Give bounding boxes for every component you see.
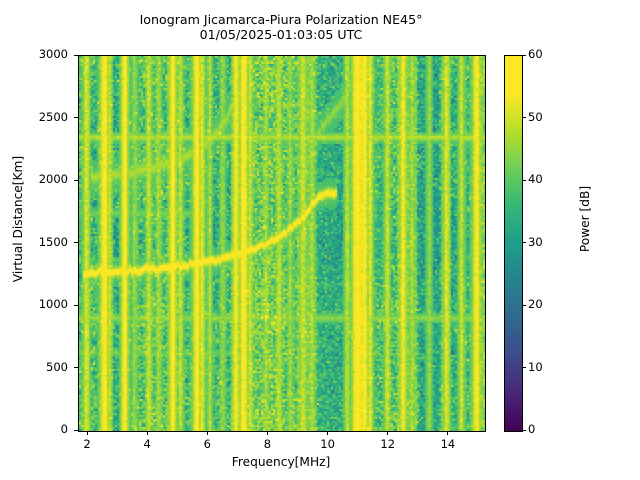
title-line-1: Ionogram Jicamarca-Piura Polarization NE…	[139, 12, 423, 27]
x-axis-tick	[447, 431, 449, 435]
colorbar-tick	[522, 429, 526, 431]
ionogram-plot-area	[78, 55, 486, 432]
colorbar-label: Power [dB]	[578, 185, 592, 253]
colorbar-tick-label: 20	[528, 297, 543, 311]
y-axis-tick-label: 2000	[38, 172, 68, 186]
colorbar-tick-label: 40	[528, 172, 543, 186]
x-axis-tick	[327, 431, 329, 435]
y-axis-tick	[74, 304, 78, 306]
y-axis-tick-label: 2500	[38, 109, 68, 124]
x-axis-tick	[387, 431, 389, 435]
y-axis-tick-label: 0	[60, 422, 68, 436]
y-axis-tick-label: 500	[46, 359, 68, 374]
y-axis-tick-label: 3000	[38, 47, 68, 61]
colorbar-tick	[522, 54, 526, 56]
colorbar-tick	[522, 179, 526, 181]
colorbar-tick	[522, 367, 526, 368]
colorbar-tick-label: 50	[528, 109, 543, 124]
x-axis-tick	[86, 431, 88, 435]
colorbar-tick	[522, 117, 526, 118]
colorbar-gradient	[505, 56, 522, 431]
x-axis-tick-label: 4	[143, 437, 151, 451]
x-axis-tick-label: 14	[440, 437, 456, 451]
x-axis-tick-label: 8	[263, 437, 272, 451]
colorbar-tick	[522, 304, 526, 306]
y-axis-tick	[74, 54, 78, 56]
x-axis-label: Frequency[MHz]	[231, 455, 331, 469]
x-axis-tick	[146, 431, 148, 435]
x-axis-tick-label: 2	[83, 437, 91, 451]
y-axis-tick	[74, 429, 78, 431]
x-axis-tick-label: 10	[320, 437, 335, 451]
colorbar-tick-label: 60	[528, 47, 543, 61]
colorbar-tick-label: 30	[528, 234, 543, 249]
x-axis-tick	[206, 431, 208, 435]
y-axis-label: Virtual Distance[Km]	[11, 155, 25, 283]
colorbar-tick-label: 10	[528, 359, 543, 374]
y-axis-tick	[74, 179, 78, 181]
chart-title: Ionogram Jicamarca-Piura Polarization NE…	[78, 12, 484, 42]
ionogram-heatmap-canvas	[79, 56, 485, 431]
colorbar-tick-label: 0	[528, 422, 536, 436]
y-axis-tick	[74, 367, 78, 368]
y-axis-tick	[74, 117, 78, 118]
x-axis-tick-label: 6	[203, 437, 211, 451]
title-line-2: 01/05/2025-01:03:05 UTC	[199, 27, 363, 42]
y-axis-tick	[74, 242, 78, 243]
y-axis-tick-label: 1500	[38, 234, 68, 249]
x-axis-tick-label: 12	[380, 437, 396, 451]
y-axis-tick-label: 1000	[38, 297, 68, 311]
x-axis-tick	[266, 431, 268, 435]
colorbar-tick	[522, 242, 526, 243]
colorbar	[504, 55, 523, 432]
